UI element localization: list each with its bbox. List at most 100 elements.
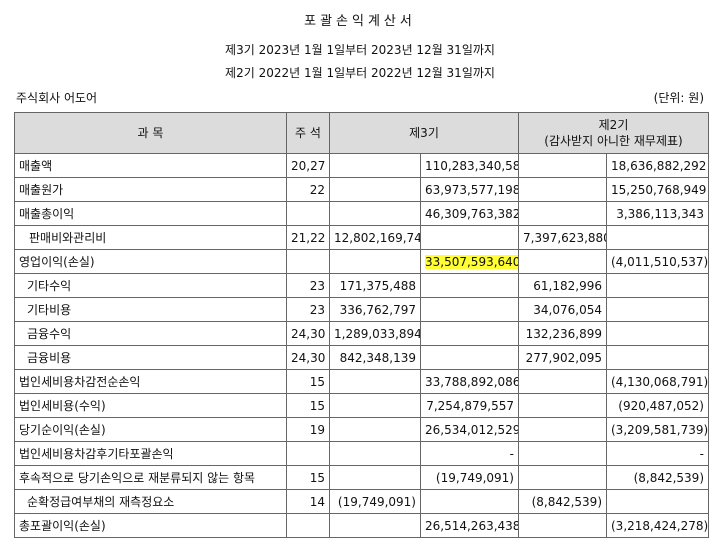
table-header-row: 과 목 주 석 제3기 제2기 (감사받지 아니한 재무제표) [14, 112, 709, 154]
prior-detail [518, 369, 607, 394]
table-row: 매출액 20,27 110,283,340,580 18,636,882,292 [14, 153, 709, 178]
note-ref: 20,27 [286, 153, 330, 178]
account-name: 영업이익(손실) [14, 249, 287, 274]
note-ref: 23 [286, 273, 330, 298]
account-name: 기타수익 [14, 273, 287, 298]
prior-total: (4,011,510,537) [606, 249, 709, 274]
table-row: 매출원가 22 63,973,577,198 15,250,768,949 [14, 177, 709, 202]
current-total [420, 321, 519, 346]
table-row: 총포괄이익(손실) 26,514,263,438 (3,218,424,278) [14, 513, 709, 538]
current-detail [329, 465, 421, 490]
current-total: 110,283,340,580 [420, 153, 519, 178]
current-detail [329, 369, 421, 394]
note-ref: 15 [286, 393, 330, 418]
prior-detail [518, 201, 607, 226]
note-ref: 14 [286, 489, 330, 514]
prior-total: 18,636,882,292 [606, 153, 709, 178]
account-name: 기타비용 [14, 297, 287, 322]
current-total [420, 297, 519, 322]
prior-total: (8,842,539) [606, 465, 709, 490]
account-name: 법인세비용차감전순손익 [14, 369, 287, 394]
prior-total: (3,209,581,739) [606, 417, 709, 442]
prior-detail: (8,842,539) [518, 489, 607, 514]
prior-detail: 7,397,623,880 [518, 225, 607, 250]
prior-detail: 132,236,899 [518, 321, 607, 346]
prior-total [606, 297, 709, 322]
prior-detail [518, 153, 607, 178]
header-note: 주 석 [286, 112, 330, 154]
table-row: 후속적으로 당기손익으로 재분류되지 않는 항목 15 (19,749,091)… [14, 465, 709, 490]
current-total: 7,254,879,557 [420, 393, 519, 418]
current-detail: 171,375,488 [329, 273, 421, 298]
period-prior: 제2기 2022년 1월 1일부터 2022년 12월 31일까지 [225, 66, 495, 80]
table-row: 매출총이익 46,309,763,382 3,386,113,343 [14, 201, 709, 226]
current-total [420, 225, 519, 250]
table-row: 당기순이익(손실) 19 26,534,012,529 (3,209,581,7… [14, 417, 709, 442]
account-name: 매출총이익 [14, 201, 287, 226]
table-row: 기타비용 23 336,762,797 34,076,054 [14, 297, 709, 322]
prior-detail [518, 249, 607, 274]
current-detail [329, 201, 421, 226]
prior-detail [518, 177, 607, 202]
prior-detail: 61,182,996 [518, 273, 607, 298]
prior-total [606, 273, 709, 298]
income-statement-table: 과 목 주 석 제3기 제2기 (감사받지 아니한 재무제표) 매출액 20,2… [14, 112, 709, 538]
prior-detail [518, 465, 607, 490]
note-ref: 24,30 [286, 345, 330, 370]
note-ref [286, 441, 330, 466]
table-row: 법인세비용(수익) 15 7,254,879,557 (920,487,052) [14, 393, 709, 418]
table-row: 기타수익 23 171,375,488 61,182,996 [14, 273, 709, 298]
prior-detail [518, 513, 607, 538]
current-total: 26,514,263,438 [420, 513, 519, 538]
current-detail [329, 441, 421, 466]
note-ref [286, 201, 330, 226]
current-detail [329, 417, 421, 442]
current-total [420, 489, 519, 514]
table-row: 판매비와관리비 21,22 12,802,169,742 7,397,623,8… [14, 225, 709, 250]
note-ref: 23 [286, 297, 330, 322]
note-ref: 22 [286, 177, 330, 202]
note-ref: 24,30 [286, 321, 330, 346]
prior-total: 3,386,113,343 [606, 201, 709, 226]
current-total: - [420, 441, 519, 466]
current-total: (19,749,091) [420, 465, 519, 490]
account-name: 법인세비용차감후기타포괄손익 [14, 441, 287, 466]
account-name: 판매비와관리비 [14, 225, 287, 250]
account-name: 매출원가 [14, 177, 287, 202]
prior-detail [518, 417, 607, 442]
current-detail [329, 177, 421, 202]
current-total: 33,788,892,086 [420, 369, 519, 394]
unit-label: (단위: 원) [653, 91, 704, 105]
header-prior-sub: (감사받지 아니한 재무제표) [544, 134, 683, 148]
table-row: 법인세비용차감후기타포괄손익 - - [14, 441, 709, 466]
current-detail [329, 153, 421, 178]
prior-total: (920,487,052) [606, 393, 709, 418]
current-total: 63,973,577,198 [420, 177, 519, 202]
account-name: 금융수익 [14, 321, 287, 346]
account-name: 총포괄이익(손실) [14, 513, 287, 538]
note-ref: 19 [286, 417, 330, 442]
statement-title: 포괄손익계산서 [304, 14, 416, 29]
header-prior: 제2기 (감사받지 아니한 재무제표) [518, 112, 709, 154]
header-prior-label: 제2기 [598, 118, 629, 132]
prior-total [606, 225, 709, 250]
prior-total: (4,130,068,791) [606, 369, 709, 394]
account-name: 법인세비용(수익) [14, 393, 287, 418]
prior-total [606, 345, 709, 370]
current-total [420, 345, 519, 370]
prior-detail [518, 393, 607, 418]
current-detail: 336,762,797 [329, 297, 421, 322]
account-name: 후속적으로 당기손익으로 재분류되지 않는 항목 [14, 465, 287, 490]
prior-total [606, 321, 709, 346]
prior-total: 15,250,768,949 [606, 177, 709, 202]
current-detail: 1,289,033,894 [329, 321, 421, 346]
highlighted-value: 33,507,593,640 [425, 254, 519, 269]
header-account: 과 목 [14, 112, 287, 154]
current-detail [329, 393, 421, 418]
note-ref [286, 513, 330, 538]
table-row: 순확정급여부채의 재측정요소 14 (19,749,091) (8,842,53… [14, 489, 709, 514]
prior-total: - [606, 441, 709, 466]
prior-detail: 34,076,054 [518, 297, 607, 322]
table-row: 금융비용 24,30 842,348,139 277,902,095 [14, 345, 709, 370]
prior-detail [518, 441, 607, 466]
